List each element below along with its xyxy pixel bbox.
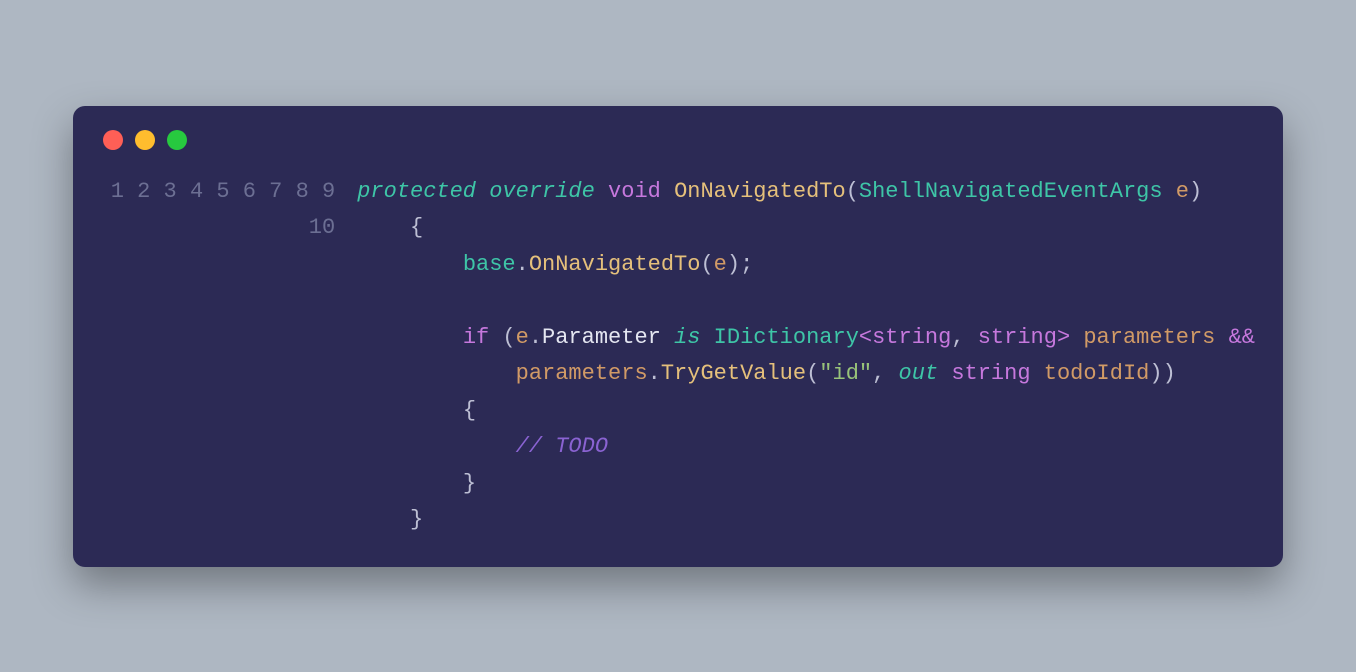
indent bbox=[357, 434, 515, 459]
tok-keyword: override bbox=[489, 179, 595, 204]
tok-punct: ( bbox=[700, 252, 713, 277]
code-line: if (e.Parameter is IDictionary<string, s… bbox=[357, 325, 1255, 350]
ws bbox=[938, 361, 951, 386]
code-line: protected override void OnNavigatedTo(Sh… bbox=[357, 179, 1202, 204]
tok-angle: > bbox=[1057, 325, 1070, 350]
tok-brace: } bbox=[410, 507, 423, 532]
ws bbox=[1070, 325, 1083, 350]
tok-property: Parameter bbox=[542, 325, 661, 350]
tok-variable: e bbox=[516, 325, 529, 350]
line-number: 3 bbox=[164, 179, 177, 204]
ws bbox=[965, 325, 978, 350]
ws bbox=[700, 325, 713, 350]
indent bbox=[357, 325, 463, 350]
tok-punct: ( bbox=[846, 179, 859, 204]
code-line: { bbox=[357, 215, 423, 240]
tok-variable: parameters bbox=[1083, 325, 1215, 350]
line-number-gutter: 1 2 3 4 5 6 7 8 9 10 bbox=[101, 174, 357, 539]
tok-function: TryGetValue bbox=[661, 361, 806, 386]
tok-keyword: if bbox=[463, 325, 489, 350]
tok-type: ShellNavigatedEventArgs bbox=[859, 179, 1163, 204]
tok-function: OnNavigatedTo bbox=[529, 252, 701, 277]
tok-angle: < bbox=[859, 325, 872, 350]
line-number: 9 bbox=[322, 179, 335, 204]
line-number: 4 bbox=[190, 179, 203, 204]
tok-punct: ( bbox=[806, 361, 819, 386]
tok-base: base bbox=[463, 252, 516, 277]
tok-function: OnNavigatedTo bbox=[674, 179, 846, 204]
tok-punct: ) bbox=[1163, 361, 1176, 386]
ws bbox=[1215, 325, 1228, 350]
tok-punct: ; bbox=[740, 252, 753, 277]
indent bbox=[357, 471, 463, 496]
code-line: { bbox=[357, 398, 476, 423]
tok-punct: ) bbox=[1149, 361, 1162, 386]
line-number: 6 bbox=[243, 179, 256, 204]
code-content[interactable]: protected override void OnNavigatedTo(Sh… bbox=[357, 174, 1255, 539]
ws bbox=[1163, 179, 1176, 204]
ws bbox=[489, 325, 502, 350]
tok-brace: { bbox=[410, 215, 423, 240]
code-line: base.OnNavigatedTo(e); bbox=[357, 252, 753, 277]
tok-punct: , bbox=[951, 325, 964, 350]
window-close-button[interactable] bbox=[103, 130, 123, 150]
tok-comment: // TODO bbox=[516, 434, 608, 459]
line-number: 10 bbox=[309, 215, 335, 240]
tok-keyword: out bbox=[899, 361, 939, 386]
indent bbox=[357, 361, 515, 386]
tok-punct: , bbox=[872, 361, 885, 386]
window-maximize-button[interactable] bbox=[167, 130, 187, 150]
code-line: parameters.TryGetValue("id", out string … bbox=[357, 361, 1176, 386]
window-minimize-button[interactable] bbox=[135, 130, 155, 150]
tok-keyword: protected bbox=[357, 179, 476, 204]
tok-variable: parameters bbox=[516, 361, 648, 386]
tok-variable: todoIdId bbox=[1044, 361, 1150, 386]
tok-type: string bbox=[978, 325, 1057, 350]
ws bbox=[595, 179, 608, 204]
tok-brace: } bbox=[463, 471, 476, 496]
indent bbox=[357, 398, 463, 423]
indent bbox=[357, 252, 463, 277]
code-line: } bbox=[357, 507, 423, 532]
tok-punct: ) bbox=[727, 252, 740, 277]
tok-punct: ( bbox=[502, 325, 515, 350]
tok-variable: e bbox=[1176, 179, 1189, 204]
code-line: } bbox=[357, 471, 476, 496]
ws bbox=[476, 179, 489, 204]
tok-type: IDictionary bbox=[714, 325, 859, 350]
ws bbox=[1031, 361, 1044, 386]
line-number: 2 bbox=[137, 179, 150, 204]
tok-operator: && bbox=[1229, 325, 1255, 350]
tok-keyword: void bbox=[608, 179, 661, 204]
code-editor-card: 1 2 3 4 5 6 7 8 9 10 protected override … bbox=[73, 106, 1283, 567]
code-area: 1 2 3 4 5 6 7 8 9 10 protected override … bbox=[101, 174, 1255, 539]
tok-variable: e bbox=[714, 252, 727, 277]
tok-punct: . bbox=[648, 361, 661, 386]
line-number: 1 bbox=[111, 179, 124, 204]
ws bbox=[661, 179, 674, 204]
tok-punct: . bbox=[529, 325, 542, 350]
indent bbox=[357, 507, 410, 532]
line-number: 8 bbox=[296, 179, 309, 204]
tok-punct: . bbox=[516, 252, 529, 277]
indent bbox=[357, 215, 410, 240]
ws bbox=[885, 361, 898, 386]
window-traffic-lights bbox=[103, 130, 1255, 150]
line-number: 7 bbox=[269, 179, 282, 204]
tok-punct: ) bbox=[1189, 179, 1202, 204]
tok-type: string bbox=[872, 325, 951, 350]
line-number: 5 bbox=[216, 179, 229, 204]
ws bbox=[661, 325, 674, 350]
tok-keyword: is bbox=[674, 325, 700, 350]
tok-keyword: string bbox=[951, 361, 1030, 386]
code-line: // TODO bbox=[357, 434, 608, 459]
tok-string: "id" bbox=[819, 361, 872, 386]
tok-brace: { bbox=[463, 398, 476, 423]
